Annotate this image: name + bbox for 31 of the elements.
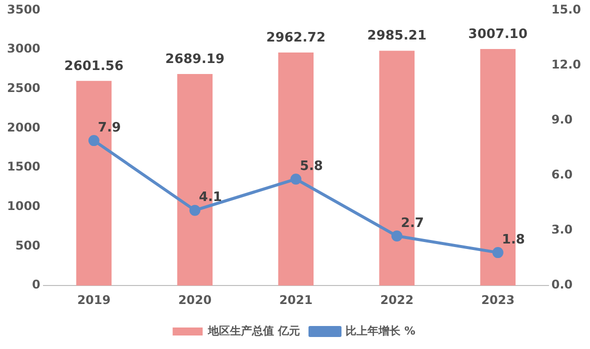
- point: [492, 247, 504, 258]
- y-tick-label: 2500: [6, 81, 40, 96]
- y-tick-label: 0: [32, 278, 40, 292]
- data-label: 2985.21: [367, 28, 427, 44]
- data-label: 2962.72: [266, 30, 326, 46]
- y-tick-label: 500: [15, 238, 40, 252]
- y-tick-label: 3500: [6, 2, 40, 16]
- data-label: 2601.56: [64, 58, 124, 74]
- data-label: 2689.19: [165, 52, 225, 67]
- y2-tick-label: 6.0: [551, 168, 573, 182]
- y-tick-label: 1000: [6, 199, 40, 214]
- x-tick-label: 2021: [279, 292, 313, 307]
- x-tick-label: 2022: [380, 292, 414, 307]
- y-tick-label: 2000: [6, 120, 40, 134]
- legend-label: 地区生产总值 亿元: [207, 324, 300, 338]
- y2-tick-label: 15.0: [551, 2, 581, 16]
- point: [391, 230, 402, 242]
- x-tick-label: 2020: [178, 292, 212, 307]
- point: [88, 135, 100, 146]
- y-tick-label: 3000: [6, 42, 40, 56]
- y2-tick-label: 0.0: [551, 278, 573, 292]
- data-label: 3007.10: [468, 26, 528, 42]
- point: [290, 174, 302, 185]
- y2-tick-label: 9.0: [551, 112, 573, 126]
- x-tick-label: 2019: [77, 292, 111, 307]
- y-tick-label: 1500: [6, 160, 40, 174]
- y2-tick-label: 3.0: [551, 222, 573, 237]
- x-tick-label: 2023: [481, 292, 515, 307]
- point: [189, 204, 200, 216]
- legend-label: 比上年增长 %: [345, 324, 416, 338]
- y2-tick-label: 12.0: [551, 57, 581, 72]
